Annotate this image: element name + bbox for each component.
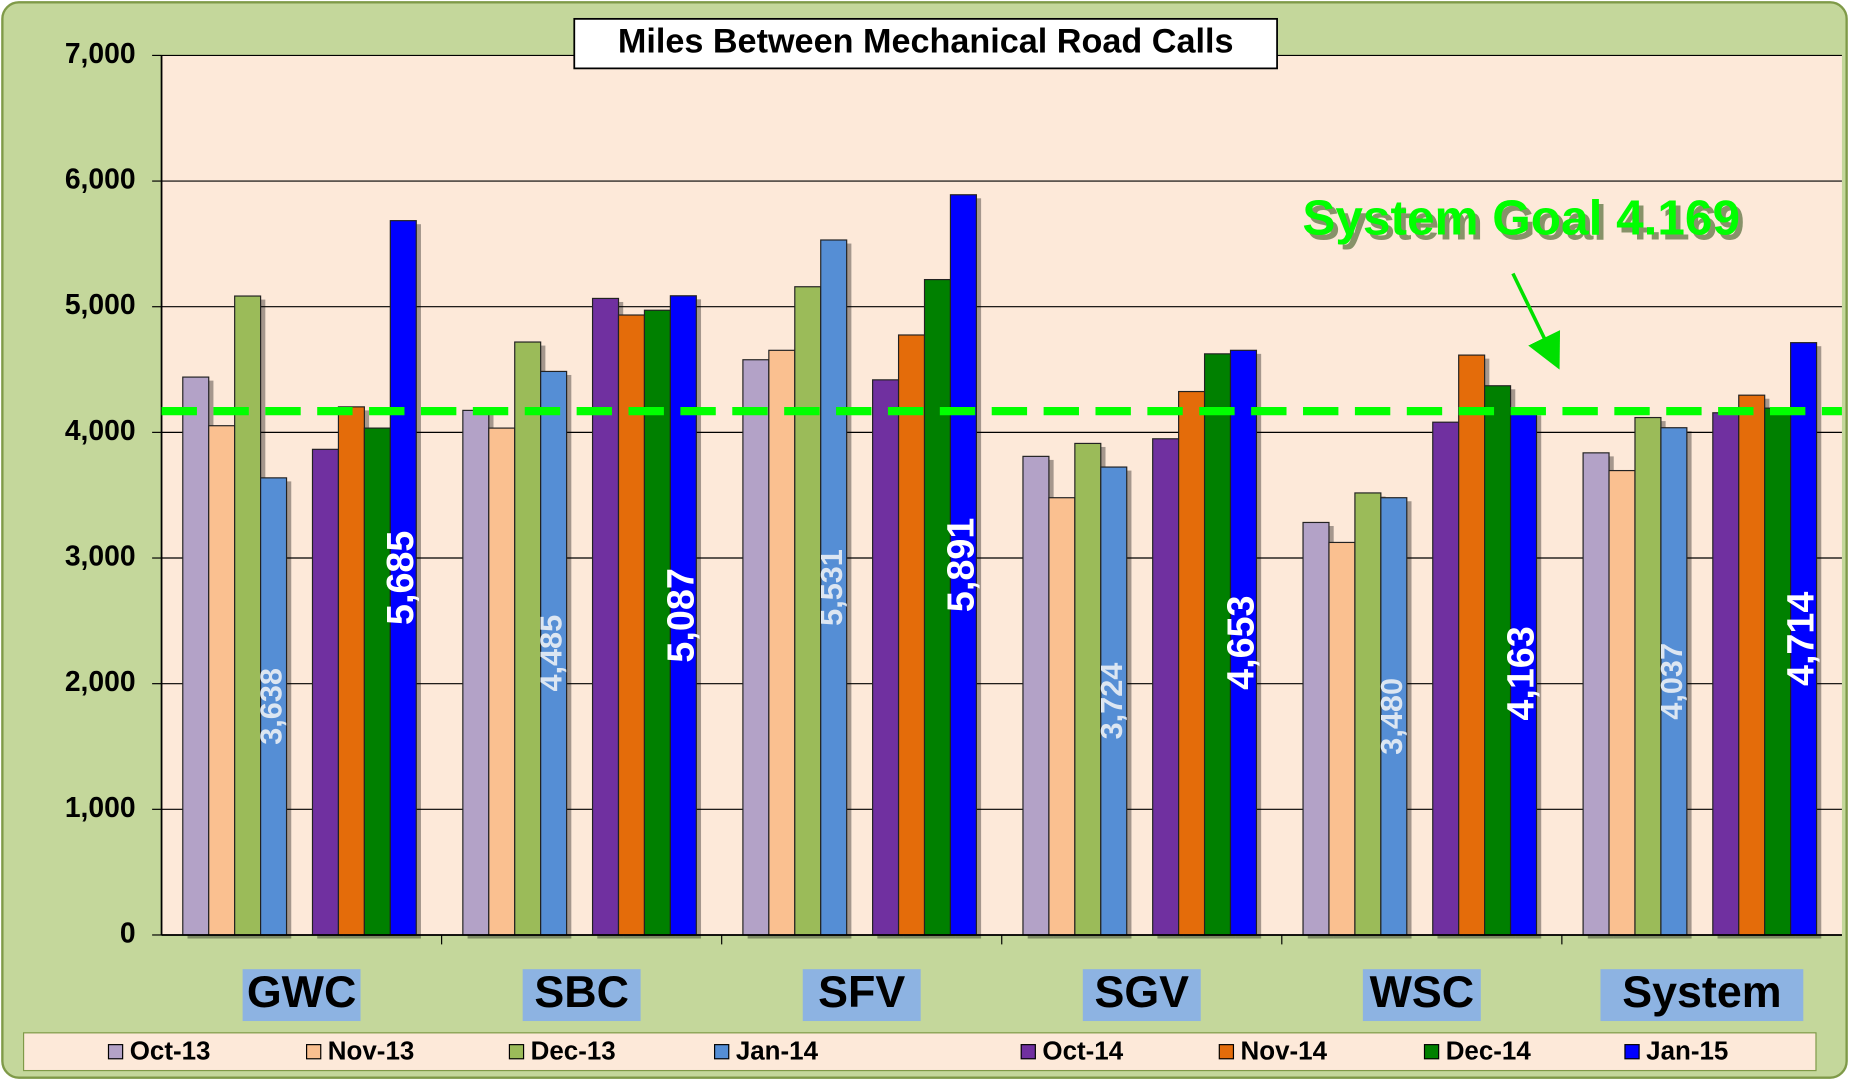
goal-label-shadow: System Goal 4.169	[1307, 195, 1745, 250]
y-tick-label: 0	[120, 916, 136, 948]
value-label: 5,685	[379, 531, 421, 625]
y-tick-label: 4,000	[65, 414, 136, 446]
bar	[820, 239, 848, 936]
y-tick-label: 5,000	[65, 288, 136, 320]
category-label-box	[1362, 969, 1481, 1022]
y-tick-label: 2,000	[65, 665, 136, 697]
bar	[1738, 394, 1766, 936]
bar	[1022, 455, 1050, 936]
category-label-box	[1600, 969, 1804, 1022]
bar	[872, 379, 900, 936]
y-tick-label: 3,000	[65, 539, 136, 571]
legend-label: Jan-14	[736, 1038, 819, 1066]
y-tick-label: 1,000	[65, 791, 136, 823]
bar	[1328, 541, 1356, 936]
y-tick-label: 7,000	[65, 37, 136, 69]
legend-swatch	[107, 1044, 124, 1060]
category-label-box	[242, 969, 361, 1022]
bar	[540, 370, 568, 936]
legend-swatch	[1020, 1044, 1036, 1060]
bar	[742, 359, 770, 936]
value-label: 5,891	[939, 518, 981, 612]
category-label-box	[1082, 969, 1201, 1022]
x-tick-label: SGV	[1094, 967, 1189, 1017]
bar	[923, 278, 952, 936]
legend-label: Jan-15	[1646, 1038, 1728, 1066]
bar	[1509, 411, 1538, 936]
legend-swatch	[508, 1044, 525, 1060]
legend-swatch	[1624, 1044, 1640, 1060]
bar	[1790, 342, 1818, 936]
legend-swatch	[714, 1044, 730, 1060]
value-label: 4,714	[1780, 592, 1822, 686]
bar	[234, 295, 262, 936]
plot-area	[161, 55, 1842, 935]
bar	[182, 376, 210, 936]
bar	[1484, 385, 1512, 936]
x-tick-label: SFV	[818, 967, 905, 1017]
category-label-box	[802, 969, 921, 1022]
bar	[1048, 497, 1076, 936]
x-tick-label: System	[1622, 967, 1781, 1017]
legend-label: Dec-13	[531, 1038, 616, 1066]
bar	[389, 220, 417, 936]
legend-swatch	[1423, 1044, 1440, 1060]
bar	[363, 427, 391, 936]
category-label-box	[522, 969, 641, 1022]
chart-title: Miles Between Mechanical Road Calls	[618, 23, 1234, 61]
legend-label: Oct-13	[130, 1038, 211, 1066]
legend-label: Nov-13	[328, 1038, 415, 1066]
bar	[1302, 521, 1330, 936]
bar	[1203, 353, 1232, 936]
bar	[1608, 469, 1636, 936]
value-label: 4,653	[1219, 595, 1261, 689]
value-label: 3,638	[255, 668, 289, 745]
bar	[1152, 438, 1180, 936]
goal-arrow	[1511, 272, 1561, 370]
value-label: 5,531	[815, 549, 849, 626]
value-label: 4,163	[1500, 626, 1542, 720]
legend-label: Nov-14	[1241, 1038, 1328, 1066]
bar	[949, 194, 977, 936]
bar	[1660, 427, 1688, 936]
legend-swatch	[306, 1044, 322, 1060]
bar	[311, 448, 340, 936]
goal-label: System Goal 4.169	[1302, 191, 1740, 246]
bar	[768, 349, 796, 936]
bar	[897, 334, 926, 936]
bar	[1100, 466, 1128, 936]
bar	[1458, 354, 1486, 936]
legend-label: Oct-14	[1042, 1038, 1123, 1066]
title-box	[573, 17, 1278, 70]
bar	[1229, 349, 1258, 936]
bar	[208, 425, 236, 936]
bar	[462, 409, 490, 936]
value-label: 4,485	[535, 615, 569, 692]
value-label: 3,480	[1375, 678, 1409, 755]
bar	[794, 286, 822, 936]
bar	[1634, 416, 1662, 936]
legend-swatch	[1218, 1044, 1235, 1060]
value-label: 4,037	[1655, 643, 1689, 720]
y-tick-label: 6,000	[65, 163, 136, 195]
bar	[591, 297, 620, 936]
legend	[22, 1032, 1817, 1072]
bar	[488, 427, 516, 936]
bar	[1712, 412, 1740, 936]
legend-label: Dec-14	[1446, 1038, 1532, 1066]
bar	[1178, 390, 1206, 936]
value-label: 3,724	[1095, 663, 1129, 740]
bar	[1582, 452, 1610, 936]
bar	[1432, 421, 1460, 936]
x-tick-label: WSC	[1370, 967, 1475, 1017]
x-tick-label: SBC	[534, 967, 629, 1017]
x-tick-label: GWC	[247, 967, 356, 1017]
value-label: 5,087	[659, 568, 701, 662]
bar	[337, 406, 365, 936]
